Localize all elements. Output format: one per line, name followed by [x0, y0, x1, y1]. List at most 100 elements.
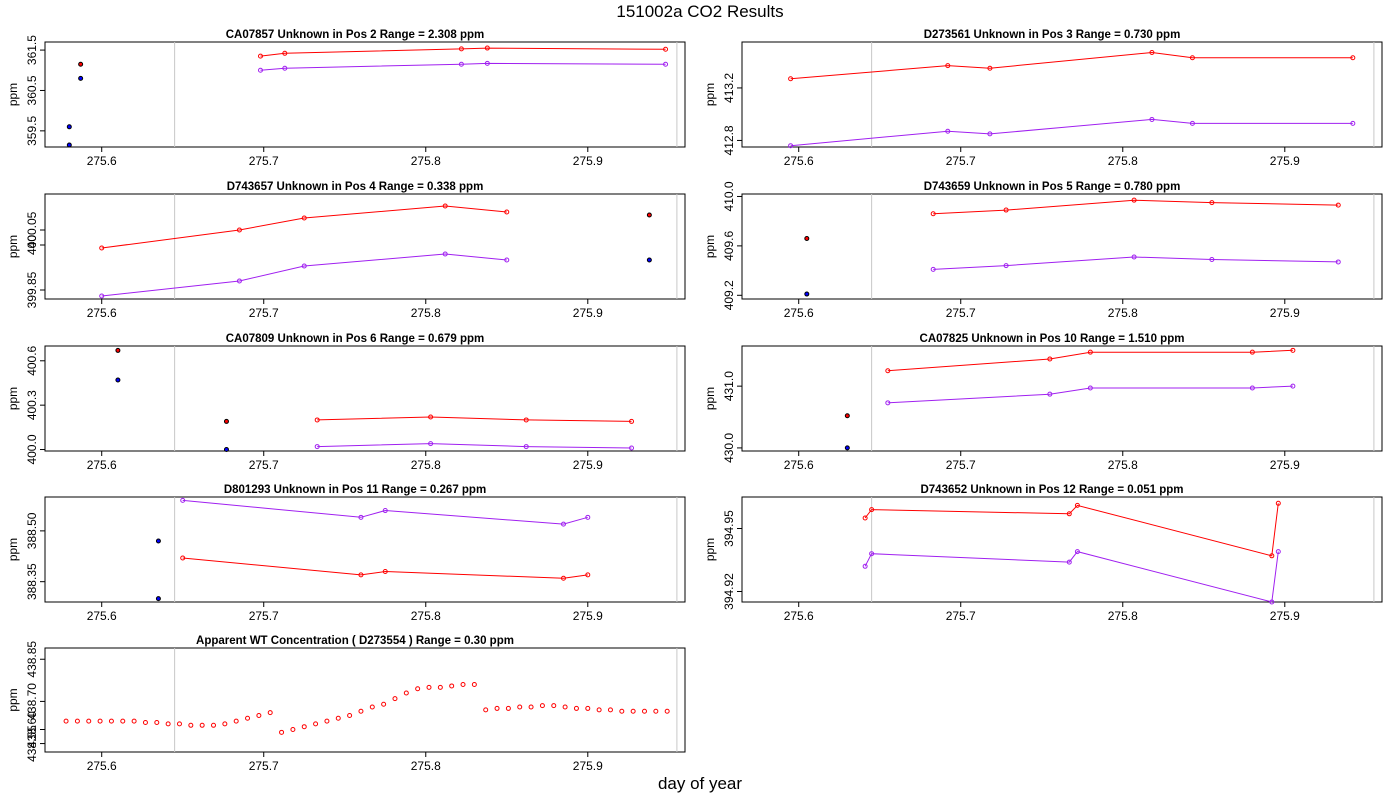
panel-title: CA07825 Unknown in Pos 10 Range = 1.510 …: [920, 333, 1185, 345]
x-tick-label: 275.6: [784, 609, 814, 623]
series-red-point: [494, 705, 500, 711]
x-tick-label: 275.6: [784, 306, 814, 320]
y-tick-label: 400.05: [25, 211, 39, 248]
series-purple-point: [885, 400, 891, 406]
x-tick-label: 275.7: [946, 458, 976, 472]
x-tick-label: 275.6: [87, 458, 117, 472]
series-purple-point: [458, 61, 464, 67]
series-red-point: [458, 46, 464, 52]
series-red-point: [381, 701, 387, 707]
series-purple-point: [523, 444, 529, 450]
series-red-point: [382, 569, 388, 575]
series-red-point: [131, 718, 137, 724]
series-red-point: [176, 721, 182, 727]
series-red-point: [199, 722, 205, 728]
series-purple-point: [1350, 120, 1356, 126]
plot-frame: [44, 345, 686, 452]
series-purple-point: [1189, 120, 1195, 126]
x-tick-label: 275.7: [946, 154, 976, 168]
series-red-point: [99, 245, 105, 251]
calibration-point-blue: [66, 142, 72, 148]
series-red-point: [504, 209, 510, 215]
y-axis-label: ppm: [6, 387, 20, 410]
x-tick-label: 275.9: [1270, 458, 1300, 472]
series-purple-line: [260, 62, 666, 71]
x-tick-label: 275.8: [1108, 458, 1138, 472]
series-red-line: [887, 349, 1293, 372]
series-purple-point: [862, 563, 868, 569]
series-red-point: [97, 718, 103, 724]
plot-frame: [44, 496, 686, 603]
series-red-point: [301, 215, 307, 221]
series-red-point: [987, 65, 993, 71]
series-purple-point: [1003, 263, 1009, 269]
plot-frame: [741, 345, 1383, 452]
series-red-point: [505, 705, 511, 711]
series-red-point: [142, 719, 148, 725]
series-purple-point: [585, 514, 591, 520]
series-red-point: [460, 682, 466, 688]
x-tick-label: 275.7: [249, 458, 279, 472]
y-tick-label: 409.6: [722, 231, 736, 261]
series-red-point: [560, 575, 566, 581]
y-tick-label: 400.6: [25, 345, 39, 375]
series-red-point: [664, 708, 670, 714]
series-purple-line: [101, 253, 507, 297]
series-purple-point: [1066, 559, 1072, 565]
y-tick-label: 410.0: [722, 181, 736, 211]
series-red-point: [1074, 502, 1080, 508]
series-red-point: [442, 203, 448, 209]
calibration-point-red: [804, 235, 810, 241]
y-tick-label: 359.5: [25, 116, 39, 146]
series-red-point: [358, 572, 364, 578]
series-purple-point: [1269, 599, 1275, 605]
x-tick-label: 275.9: [573, 154, 603, 168]
y-axis-label: ppm: [703, 83, 717, 106]
series-purple-point: [236, 278, 242, 284]
y-tick-label: 412.8: [722, 125, 736, 155]
series-purple-point: [484, 60, 490, 66]
plot-frame: [44, 647, 686, 753]
series-red-point: [484, 45, 490, 51]
series-red-point: [86, 718, 92, 724]
series-purple-point: [930, 266, 936, 272]
series-red-point: [267, 710, 273, 716]
series-red-point: [290, 727, 296, 733]
series-red-point: [585, 572, 591, 578]
series-red-point: [314, 417, 320, 423]
calibration-point-red: [844, 413, 850, 419]
series-red-point: [596, 707, 602, 713]
y-axis-label: ppm: [703, 235, 717, 258]
series-purple-point: [560, 521, 566, 527]
series-red-point: [1290, 347, 1296, 353]
panel-title: D273561 Unknown in Pos 3 Range = 0.730 p…: [924, 29, 1181, 41]
series-red-point: [483, 707, 489, 713]
y-tick-label: 400: [25, 235, 39, 255]
y-tick-label: 438.85: [25, 641, 39, 678]
x-tick-label: 275.8: [1108, 609, 1138, 623]
series-red-point: [869, 507, 875, 513]
x-tick-label: 275.6: [87, 609, 117, 623]
series-red-point: [1003, 207, 1009, 213]
series-purple-point: [382, 508, 388, 514]
panel-6: CA07825 Unknown in Pos 10 Range = 1.510 …: [703, 333, 1383, 472]
series-red-line: [182, 557, 588, 579]
series-purple-point: [358, 514, 364, 520]
series-purple-line: [864, 551, 1279, 603]
y-axis-label: ppm: [6, 688, 20, 711]
series-red-point: [517, 704, 523, 710]
series-purple-line: [887, 385, 1293, 404]
x-tick-label: 275.8: [411, 154, 441, 168]
series-red-point: [415, 686, 421, 692]
series-purple-point: [1209, 256, 1215, 262]
series-red-point: [1149, 50, 1155, 55]
x-tick-label: 275.8: [411, 306, 441, 320]
series-red-point: [1335, 202, 1341, 208]
panel-title: CA07809 Unknown in Pos 6 Range = 0.679 p…: [226, 333, 485, 345]
calibration-point-blue: [115, 377, 121, 383]
series-purple-point: [945, 128, 951, 134]
x-tick-label: 275.8: [411, 609, 441, 623]
panel-4: D743659 Unknown in Pos 5 Range = 0.780 p…: [703, 181, 1383, 320]
series-red-point: [245, 715, 251, 721]
calibration-point-blue: [223, 447, 229, 453]
